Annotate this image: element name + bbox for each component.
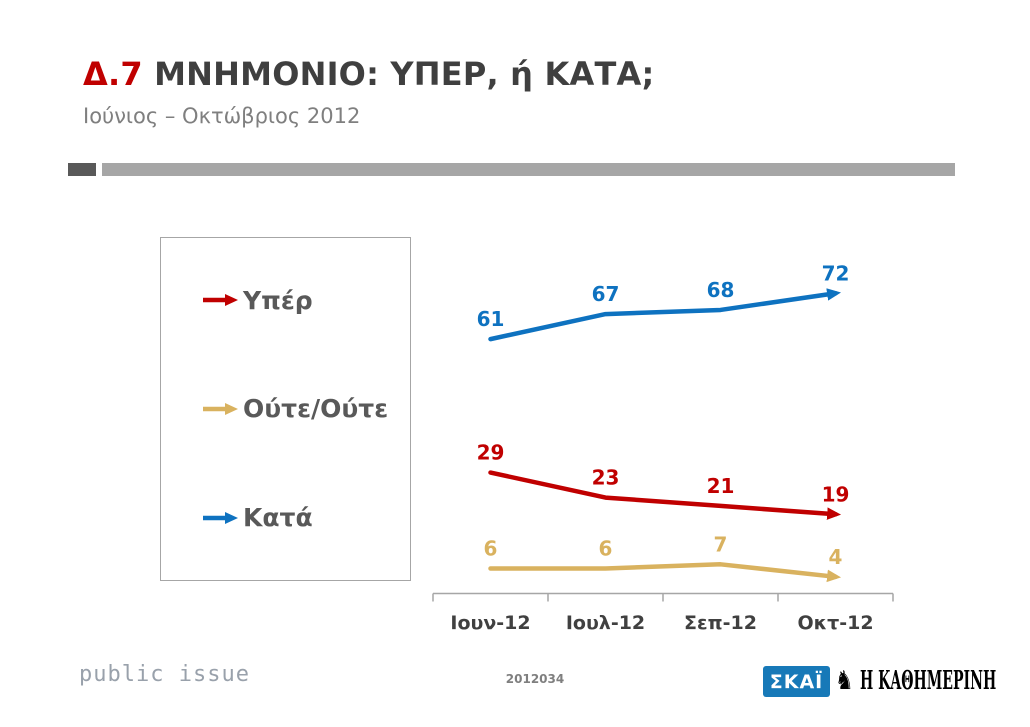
footer-survey-code: 2012034	[505, 672, 565, 686]
skai-logo: ΣΚΑΪ	[763, 666, 830, 697]
series-line	[488, 470, 842, 520]
series-line	[488, 288, 842, 342]
series-line	[488, 562, 842, 583]
legend-item-label: Κατά	[243, 503, 313, 533]
kathimerini-logo: ♞ Η ΚΑΘΗΜΕΡΙΝΗ	[835, 665, 1030, 697]
legend-arrow-icon	[203, 294, 238, 307]
divider-bar-light-segment	[102, 163, 955, 176]
data-label: 72	[822, 261, 850, 285]
legend-item-label: Ούτε/Ούτε	[243, 394, 389, 424]
x-axis-label: Ιουν-12	[450, 612, 530, 634]
legend-arrow-icon	[203, 511, 238, 524]
data-label: 67	[592, 282, 620, 306]
kathimerini-emblem-icon: ♞	[835, 666, 854, 696]
footer-brand: public issue	[79, 662, 250, 687]
data-label: 6	[599, 536, 613, 560]
data-label: 29	[477, 441, 505, 465]
title-text: ΜΝΗΜΟΝΙΟ: ΥΠΕΡ, ή ΚΑΤΑ;	[154, 55, 655, 93]
x-axis-label: Ιουλ-12	[566, 612, 645, 634]
data-label: 7	[714, 532, 728, 556]
page-subtitle: Ιούνιος – Οκτώβριος 2012	[83, 104, 361, 128]
data-label: 61	[477, 307, 505, 331]
skai-logo-label: ΣΚΑΪ	[769, 670, 824, 693]
data-label: 4	[829, 545, 843, 569]
x-axis-label: Οκτ-12	[797, 612, 873, 634]
legend-box: Υπέρ Ούτε/Ούτε Κατά	[160, 237, 411, 581]
legend-item-label: Υπέρ	[243, 285, 313, 315]
data-label: 19	[822, 482, 850, 506]
legend-item-oute: Ούτε/Ούτε	[161, 394, 410, 423]
page-title: Δ.7 ΜΝΗΜΟΝΙΟ: ΥΠΕΡ, ή ΚΑΤΑ;	[83, 55, 654, 93]
data-label: 23	[592, 466, 620, 490]
kathimerini-label: Η ΚΑΘΗΜΕΡΙΝΗ	[860, 666, 997, 696]
title-prefix: Δ.7	[83, 55, 143, 93]
legend-arrow-icon	[203, 402, 238, 415]
legend-item-kata: Κατά	[161, 503, 410, 532]
data-label: 68	[707, 278, 735, 302]
x-axis-label: Σεπ-12	[684, 612, 757, 634]
legend-item-yper: Υπέρ	[161, 286, 410, 315]
data-label: 6	[484, 536, 498, 560]
divider-bar-dark-segment	[68, 163, 96, 176]
data-label: 21	[707, 474, 735, 498]
